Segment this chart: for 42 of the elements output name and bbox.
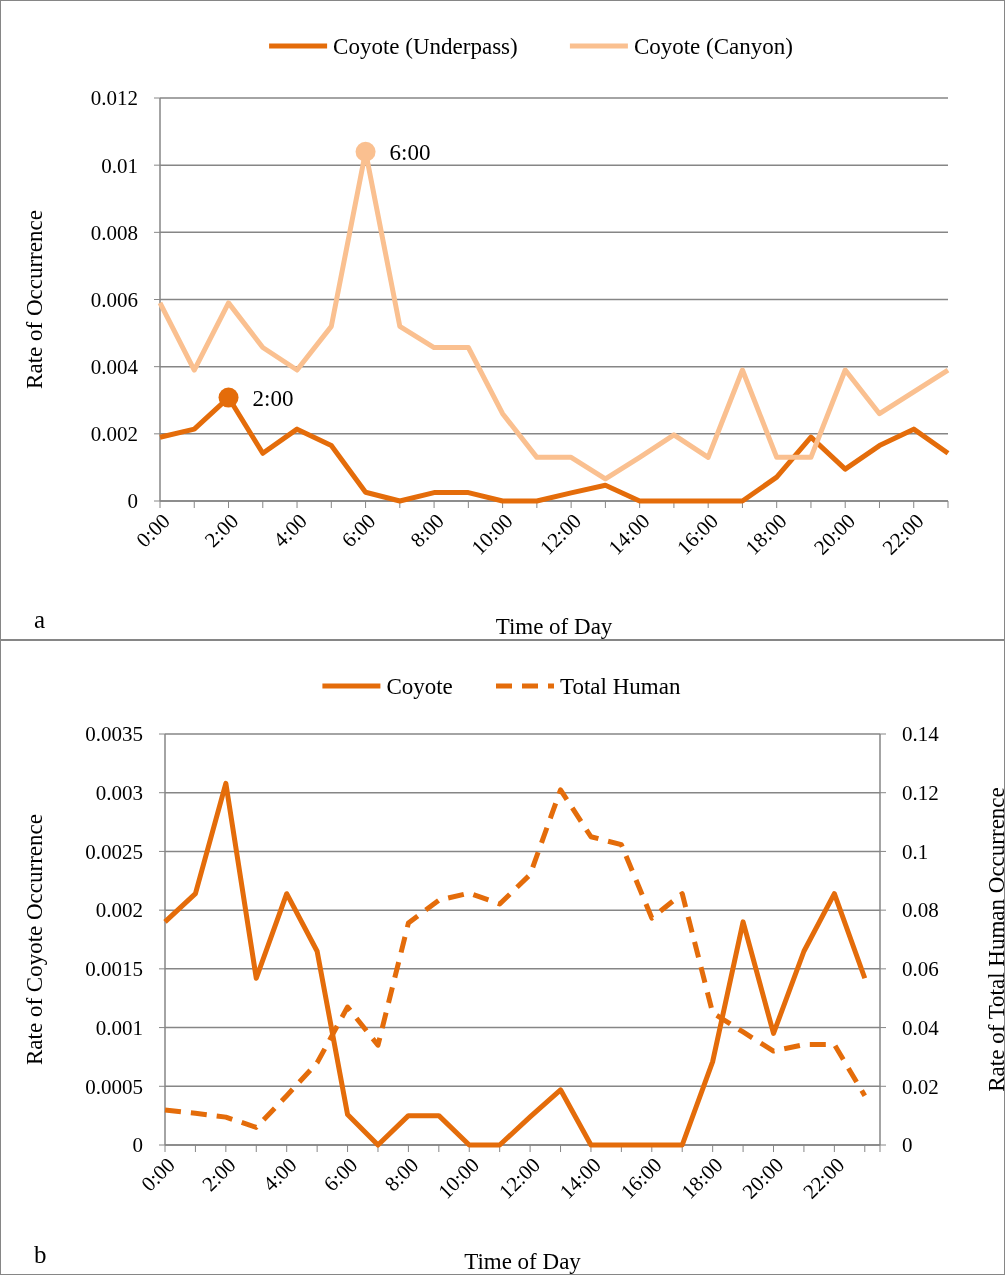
x-tick-label: 2:00 [197,1152,241,1197]
y-tick-label: 0.008 [90,220,138,245]
y-tick-label: 0.0005 [85,1074,143,1099]
y2-tick-label: 0 [902,1133,913,1158]
y-tick-label: 0.002 [90,422,138,447]
x-tick-label: 4:00 [258,1152,302,1197]
y-tick-label: 0.006 [90,287,138,312]
annotation: 2:00 [252,385,294,411]
y-axis-title: Rate of Coyote Occurrence [22,814,47,1065]
x-tick-label: 6:00 [318,1152,363,1197]
x-tick-label: 2:00 [199,508,244,553]
x-tick-label: 8:00 [379,1152,424,1197]
x-axis-title: Time of Day [464,1249,582,1274]
y-tick-label: 0.0035 [85,722,143,747]
y2-tick-label: 0.08 [902,898,939,923]
y2-tick-label: 0.02 [902,1074,939,1099]
legend-label: Coyote (Canyon) [633,34,793,60]
y2-tick-label: 0.06 [902,957,939,982]
y-tick-label: 0.0015 [85,957,143,982]
y2-tick-label: 0.12 [902,781,939,806]
x-tick-label: 4:00 [268,508,312,553]
y2-tick-label: 0.1 [902,839,929,864]
legend-label: Coyote [386,674,453,700]
y-axis-title: Rate of Occurrence [22,210,47,389]
text: b [34,1241,47,1268]
y-tick-label: 0.004 [90,355,139,380]
y-tick-label: 0.001 [95,1015,143,1040]
annotation: 6:00 [389,139,431,165]
y-tick-label: 0.0025 [85,839,143,864]
y2-axis-title: Rate of Total Human Occurrence [984,787,1006,1092]
legend-label: Total Human [560,674,681,700]
y-tick-label: 0.003 [95,781,143,806]
y-tick-label: 0.002 [95,898,143,923]
y-tick-label: 0.01 [101,153,138,178]
y2-tick-label: 0.14 [902,722,940,747]
x-tick-label: 6:00 [336,508,381,553]
x-axis-title: Time of Day [495,614,613,639]
y2-tick-label: 0.04 [902,1015,940,1040]
x-tick-label: 8:00 [405,508,449,553]
legend-label: Coyote (Underpass) [333,34,518,60]
text: a [34,606,46,633]
y-tick-label: 0.012 [90,86,138,111]
